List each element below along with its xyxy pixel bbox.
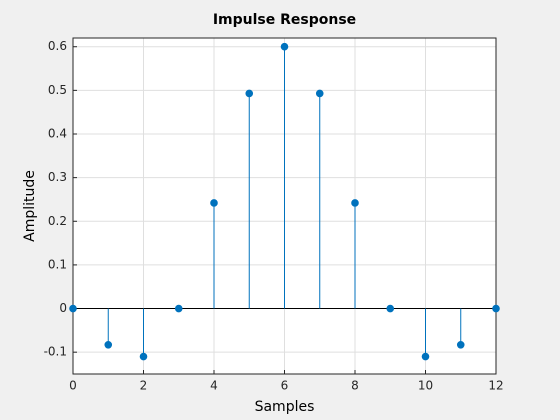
y-tick-label: 0.4 <box>48 127 67 141</box>
y-tick-label: 0.2 <box>48 214 67 228</box>
x-tick-label: 12 <box>488 379 503 393</box>
y-tick-label: 0 <box>59 301 67 315</box>
x-tick-label: 0 <box>69 379 77 393</box>
x-tick-label: 2 <box>140 379 148 393</box>
y-tick-label: 0.5 <box>48 83 67 97</box>
chart-title: Impulse Response <box>213 12 356 28</box>
stem-marker <box>174 304 183 313</box>
stem-marker <box>245 89 254 98</box>
stem-marker <box>104 340 113 349</box>
stem-marker <box>421 352 430 361</box>
stem-marker <box>456 340 465 349</box>
y-tick-label: 0.3 <box>48 170 67 184</box>
y-tick-label: 0.6 <box>48 39 67 53</box>
x-tick-label: 6 <box>281 379 289 393</box>
x-axis-label: Samples <box>255 399 315 415</box>
axes-box <box>72 37 497 375</box>
y-tick-label: -0.1 <box>44 345 67 359</box>
stem-marker <box>386 304 395 313</box>
y-tick-label: 0.1 <box>48 257 67 271</box>
stem-marker <box>280 42 289 51</box>
stem-marker <box>69 304 77 313</box>
y-axis-label: Amplitude <box>22 170 38 242</box>
stem-marker <box>139 352 148 361</box>
x-tick-label: 10 <box>418 379 433 393</box>
stem-marker <box>492 304 500 313</box>
x-tick-label: 4 <box>210 379 218 393</box>
stem-marker <box>351 199 359 207</box>
stem-marker <box>210 199 218 207</box>
stem-marker <box>315 89 324 98</box>
x-tick-label: 8 <box>351 379 359 393</box>
